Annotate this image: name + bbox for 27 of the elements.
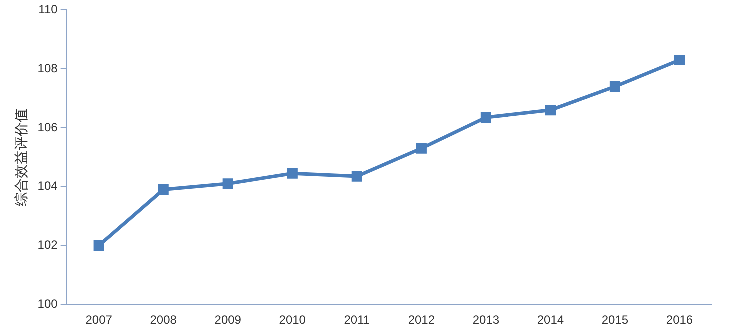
y-tick-label: 100 xyxy=(38,296,58,311)
x-tick-label: 2012 xyxy=(408,313,436,328)
point xyxy=(674,54,686,66)
point xyxy=(94,240,104,252)
y-tick-label: 110 xyxy=(38,2,58,17)
point xyxy=(480,112,492,123)
y-tick-label: 108 xyxy=(38,61,58,76)
x-tick-label: 2016 xyxy=(666,313,694,328)
point xyxy=(222,178,234,190)
x-tick-label: 2007 xyxy=(86,313,113,328)
x-tick-label: 2014 xyxy=(537,313,564,328)
x-tick-label: 2011 xyxy=(344,313,370,328)
y-axis-title: 综合效益评价值 xyxy=(14,108,30,206)
y-tick-label: 104 xyxy=(38,179,58,194)
x-tick-label: 2008 xyxy=(150,313,178,328)
point xyxy=(352,171,362,182)
point xyxy=(158,184,169,196)
x-tick-label: 2013 xyxy=(472,313,500,328)
x-tick-label: 2015 xyxy=(602,313,629,328)
x-tick-label: 2009 xyxy=(214,313,242,328)
x-tick-label: 2010 xyxy=(279,313,306,328)
point xyxy=(287,168,298,179)
point xyxy=(416,143,427,154)
y-tick-label: 102 xyxy=(38,238,58,252)
y-tick-label: 106 xyxy=(38,120,58,134)
point xyxy=(545,105,556,116)
point xyxy=(610,81,621,92)
